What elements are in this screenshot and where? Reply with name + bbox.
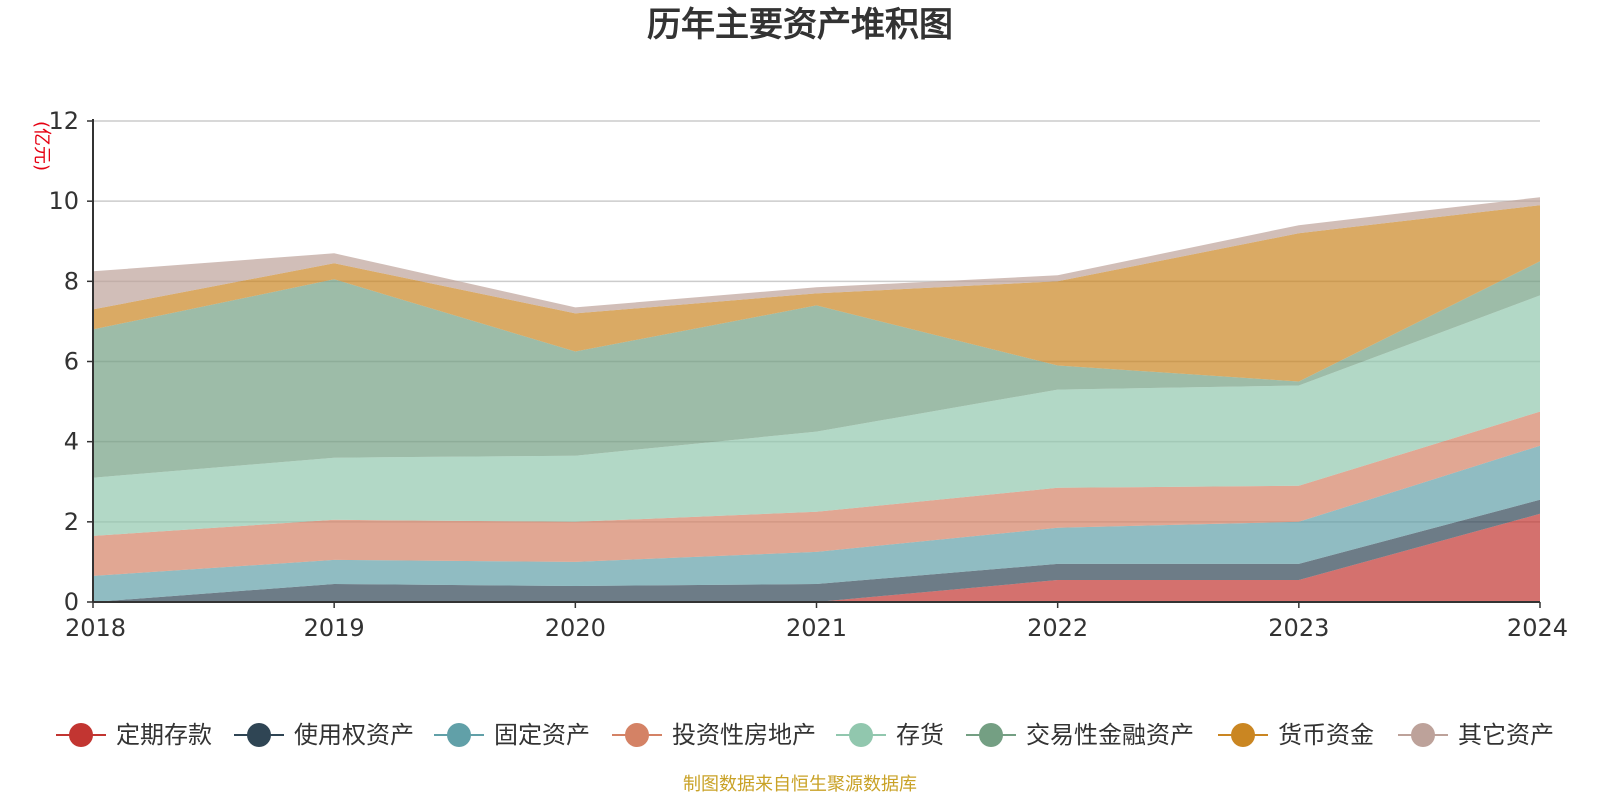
y-tick-label: 8 <box>64 267 79 295</box>
x-tick-label: 2022 <box>1027 614 1088 642</box>
y-tick-label: 2 <box>64 508 79 536</box>
x-tick-label: 2018 <box>65 614 126 642</box>
legend-label: 交易性金融资产 <box>1026 721 1194 749</box>
legend-marker <box>1411 723 1435 747</box>
legend-marker <box>979 723 1003 747</box>
legend-marker <box>1231 723 1255 747</box>
x-tick-label: 2019 <box>304 614 365 642</box>
legend-item[interactable]: 存货 <box>836 721 944 749</box>
y-tick-label: 6 <box>64 348 79 376</box>
legend-marker <box>447 723 471 747</box>
legend-item[interactable]: 投资性房地产 <box>612 721 816 749</box>
legend-item[interactable]: 其它资产 <box>1398 721 1554 749</box>
data-source-note: 制图数据来自恒生聚源数据库 <box>683 774 917 795</box>
legend-marker <box>69 723 93 747</box>
y-tick-label: 0 <box>64 588 79 616</box>
axes: 0 2 4 6 8 10 12 2018 2019 2020 2021 2022 2023 2024 <box>48 107 1568 642</box>
legend-label: 定期存款 <box>116 721 212 749</box>
area-series-3 <box>93 411 1540 576</box>
x-tick-label: 2023 <box>1268 614 1329 642</box>
area-series-1 <box>93 499 1540 602</box>
legend-label: 使用权资产 <box>294 721 414 749</box>
legend-label: 固定资产 <box>494 721 590 749</box>
area-series-4 <box>93 295 1540 536</box>
legend-marker <box>625 723 649 747</box>
legend-item[interactable]: 定期存款 <box>56 721 212 749</box>
legend-item[interactable]: 交易性金融资产 <box>966 721 1194 749</box>
area-series-7 <box>93 197 1540 314</box>
legend-label: 存货 <box>896 721 944 749</box>
legend-marker <box>247 723 271 747</box>
legend-item[interactable]: 货币资金 <box>1218 721 1374 749</box>
y-axis-unit: (亿元) <box>31 121 52 171</box>
legend: 定期存款 使用权资产 固定资产 投资性房地产 存货 交易性金融资产 货币资金 其它资产 <box>56 721 1554 749</box>
y-tick-label: 10 <box>48 187 79 215</box>
legend-label: 货币资金 <box>1278 721 1374 749</box>
chart-title: 历年主要资产堆积图 <box>647 5 953 45</box>
x-tick-label: 2020 <box>545 614 606 642</box>
area-series-6 <box>93 205 1540 382</box>
area-series-2 <box>93 445 1540 602</box>
x-tick-label: 2021 <box>786 614 847 642</box>
series-areas <box>93 197 1540 602</box>
x-tick-label: 2024 <box>1507 614 1568 642</box>
area-series-0 <box>93 513 1540 602</box>
legend-marker <box>849 723 873 747</box>
y-tick-label: 12 <box>48 107 79 135</box>
legend-label: 投资性房地产 <box>672 721 816 749</box>
legend-item[interactable]: 使用权资产 <box>234 721 414 749</box>
y-tick-label: 4 <box>64 428 79 456</box>
legend-label: 其它资产 <box>1458 721 1554 749</box>
legend-item[interactable]: 固定资产 <box>434 721 590 749</box>
